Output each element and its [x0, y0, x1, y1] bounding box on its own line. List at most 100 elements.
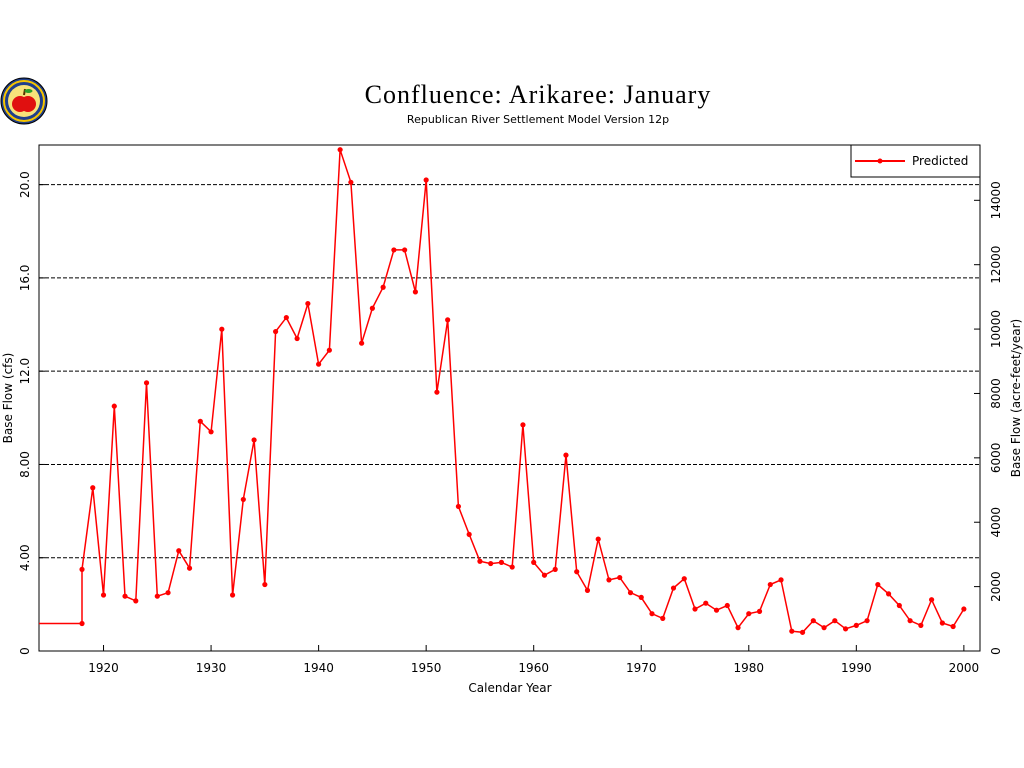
data-point	[154, 593, 160, 599]
data-point	[961, 606, 967, 612]
data-point	[907, 618, 913, 624]
data-point	[896, 602, 902, 609]
data-point	[670, 585, 677, 591]
data-point	[251, 437, 257, 443]
data-point	[939, 620, 945, 626]
data-point	[402, 247, 408, 253]
data-point	[832, 618, 838, 624]
data-point	[186, 565, 193, 571]
y-tick-label-1: 4.00	[18, 544, 32, 571]
plot-frame	[38, 144, 981, 652]
data-point	[488, 560, 494, 567]
y-tick-label-4: 16.0	[18, 265, 32, 292]
y2-tick-label-0: 0	[989, 647, 1003, 655]
data-point	[412, 289, 418, 295]
data-point	[337, 147, 343, 153]
y-gridlines	[39, 184, 980, 559]
data-point	[133, 598, 139, 604]
y2-axis-ticks: 0 2000 4000 6000 8000 10000 12000 14000	[974, 181, 1003, 655]
data-point	[219, 326, 225, 332]
data-point	[681, 576, 687, 582]
data-point	[208, 429, 214, 435]
data-point	[929, 597, 935, 603]
x-tick-label-0: 1920	[88, 661, 119, 675]
data-point	[756, 608, 763, 614]
y2-tick-label-1: 2000	[989, 571, 1003, 602]
data-point	[423, 177, 429, 183]
data-point	[283, 314, 289, 321]
data-point	[509, 564, 515, 570]
y-axis-ticks: 0 4.00 8.00 12.0 16.0 20.0	[18, 171, 45, 655]
data-point	[262, 581, 268, 588]
data-point	[875, 581, 881, 588]
y-tick-label-5: 20.0	[18, 171, 32, 198]
chart-title: Confluence: Arikaree: January	[365, 80, 712, 109]
legend-label-predicted: Predicted	[912, 154, 968, 168]
data-point	[197, 418, 203, 424]
y-tick-label-0: 0	[18, 647, 32, 655]
series-predicted	[39, 147, 967, 635]
data-point	[455, 503, 462, 510]
y2-tick-label-3: 6000	[989, 443, 1003, 474]
x-tick-label-1: 1930	[196, 661, 227, 675]
data-point	[122, 593, 128, 599]
y2-tick-label-4: 8000	[989, 378, 1003, 409]
data-point	[143, 380, 150, 386]
data-point	[111, 403, 117, 409]
data-point	[79, 620, 85, 627]
data-point	[950, 623, 956, 630]
x-tick-label-4: 1960	[518, 661, 549, 675]
data-point	[229, 592, 236, 598]
y2-axis-label: Base Flow (acre-feet/year)	[1009, 319, 1023, 477]
data-point	[552, 566, 558, 572]
data-point	[531, 559, 537, 565]
data-point	[79, 566, 85, 572]
data-point	[584, 587, 591, 593]
data-point	[660, 615, 666, 621]
x-tick-label-8: 2000	[949, 661, 980, 675]
data-point	[316, 361, 322, 367]
data-point	[272, 328, 279, 335]
data-point	[703, 600, 709, 606]
legend: Predicted	[850, 144, 981, 178]
data-point	[821, 625, 827, 631]
data-point	[778, 577, 784, 583]
data-point	[724, 602, 730, 609]
data-point	[649, 611, 655, 617]
data-point	[391, 247, 397, 253]
y2-tick-label-6: 12000	[989, 246, 1003, 284]
x-tick-label-6: 1980	[734, 661, 765, 675]
data-point	[466, 531, 472, 538]
data-point	[348, 179, 354, 185]
data-point	[617, 574, 623, 581]
y-axis-label: Base Flow (cfs)	[1, 353, 15, 444]
data-point	[165, 590, 171, 596]
apple-seal-icon	[0, 77, 48, 125]
x-axis-ticks: 1920 1930 1940 1950 1960 1970 1980 1990 2000	[88, 645, 979, 675]
data-point	[810, 618, 816, 624]
x-tick-label-3: 1950	[411, 661, 442, 675]
x-tick-label-7: 1990	[841, 661, 872, 675]
legend-marker	[877, 158, 883, 164]
data-point	[477, 558, 483, 564]
data-point	[380, 284, 386, 290]
y2-tick-label-7: 14000	[989, 181, 1003, 219]
chart-subtitle: Republican River Settlement Model Versio…	[407, 113, 669, 126]
data-point	[799, 629, 806, 635]
data-point	[595, 536, 601, 542]
y2-tick-label-5: 10000	[989, 310, 1003, 348]
data-point	[853, 622, 859, 628]
y-tick-label-2: 8.00	[18, 451, 32, 478]
y2-tick-label-2: 4000	[989, 507, 1003, 538]
data-point	[627, 590, 634, 596]
data-point	[563, 452, 569, 458]
data-point	[176, 548, 182, 554]
y-tick-label-3: 12.0	[18, 358, 32, 385]
data-point	[842, 626, 849, 632]
x-tick-label-5: 1970	[626, 661, 657, 675]
data-point	[100, 592, 107, 598]
data-point	[240, 496, 246, 503]
data-point	[326, 347, 332, 353]
data-point	[434, 389, 440, 395]
